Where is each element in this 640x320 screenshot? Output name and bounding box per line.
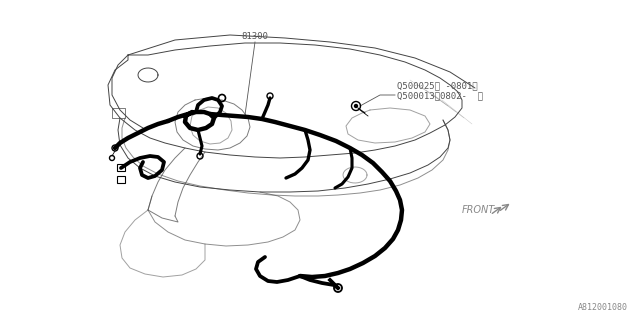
Text: Q500013〈0802-  〉: Q500013〈0802- 〉	[397, 91, 483, 100]
Text: FRONT: FRONT	[462, 205, 495, 215]
Bar	[117, 164, 125, 171]
Circle shape	[355, 105, 358, 108]
Text: Q500025〈 -0801〉: Q500025〈 -0801〉	[397, 81, 477, 90]
Bar	[117, 176, 125, 183]
Text: 81300: 81300	[241, 32, 268, 41]
Text: A812001080: A812001080	[578, 303, 628, 312]
